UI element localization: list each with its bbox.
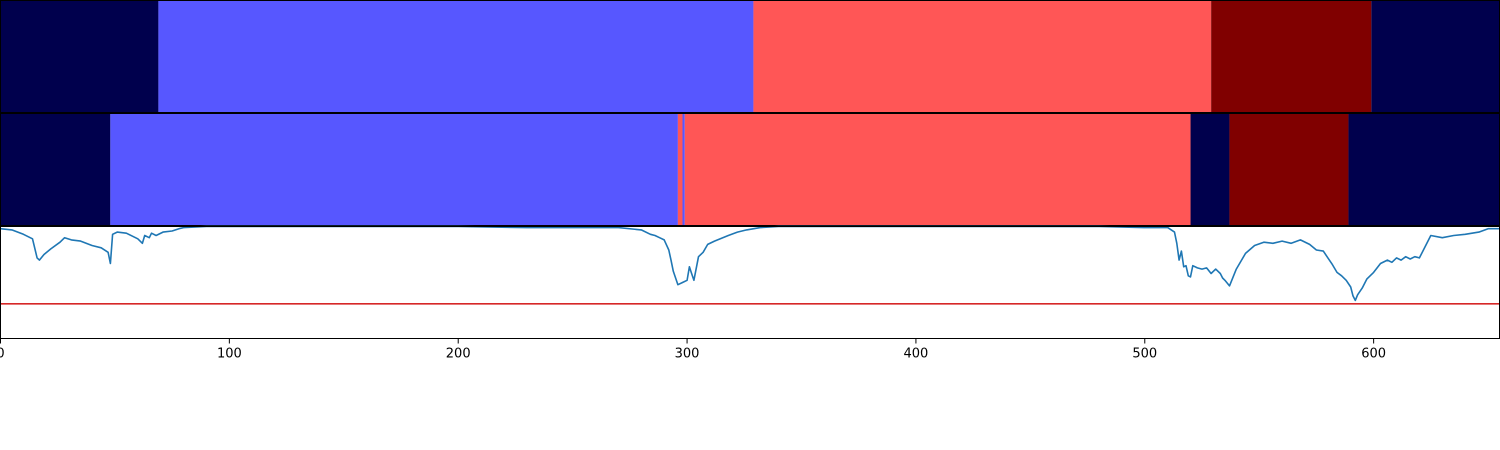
x-tick-label-0: 0 xyxy=(0,347,5,362)
line-plot-panel: 0 100 200 300 400 500 600 xyxy=(0,225,1500,362)
segment-6 xyxy=(1229,113,1349,226)
segment-4 xyxy=(684,113,1191,226)
x-tick-label-300: 300 xyxy=(675,347,700,362)
series-line-0 xyxy=(0,225,1500,302)
x-tick-label-100: 100 xyxy=(217,347,242,362)
segment-1 xyxy=(158,0,754,113)
x-tick-label-500: 500 xyxy=(1132,347,1157,362)
segment-3 xyxy=(682,113,685,226)
segment-5 xyxy=(1190,113,1230,226)
segment-3 xyxy=(1211,0,1372,113)
segment-7 xyxy=(1348,113,1500,226)
segment-2 xyxy=(677,113,683,226)
x-tick-label-600: 600 xyxy=(1361,347,1386,362)
segment-1 xyxy=(110,113,678,226)
segment-4 xyxy=(1371,0,1500,113)
segment-0 xyxy=(0,113,111,226)
x-tick-label-400: 400 xyxy=(904,347,929,362)
x-axis: 0 100 200 300 400 500 600 xyxy=(0,338,1386,362)
segment-strip-top xyxy=(0,0,1500,113)
segment-2 xyxy=(753,0,1212,113)
segment-0 xyxy=(0,0,159,113)
x-tick-label-200: 200 xyxy=(446,347,471,362)
segment-strip-bottom xyxy=(0,113,1500,226)
